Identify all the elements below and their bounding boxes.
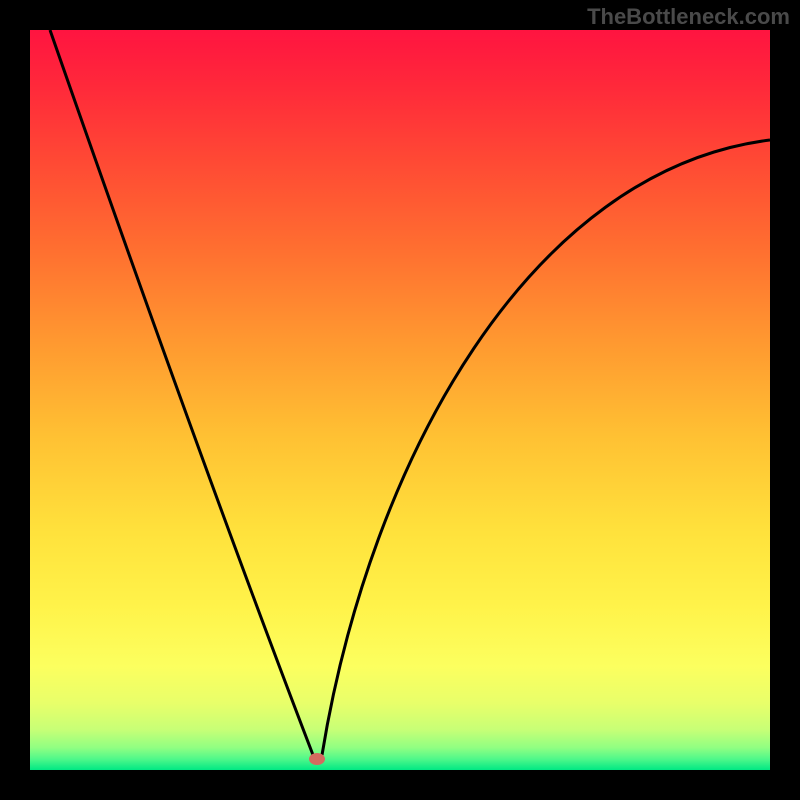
- chart-frame: TheBottleneck.com: [0, 0, 800, 800]
- plot-area: [30, 30, 770, 770]
- chart-svg: [30, 30, 770, 770]
- watermark-text: TheBottleneck.com: [587, 4, 790, 30]
- minimum-marker: [309, 753, 325, 765]
- gradient-background: [30, 30, 770, 770]
